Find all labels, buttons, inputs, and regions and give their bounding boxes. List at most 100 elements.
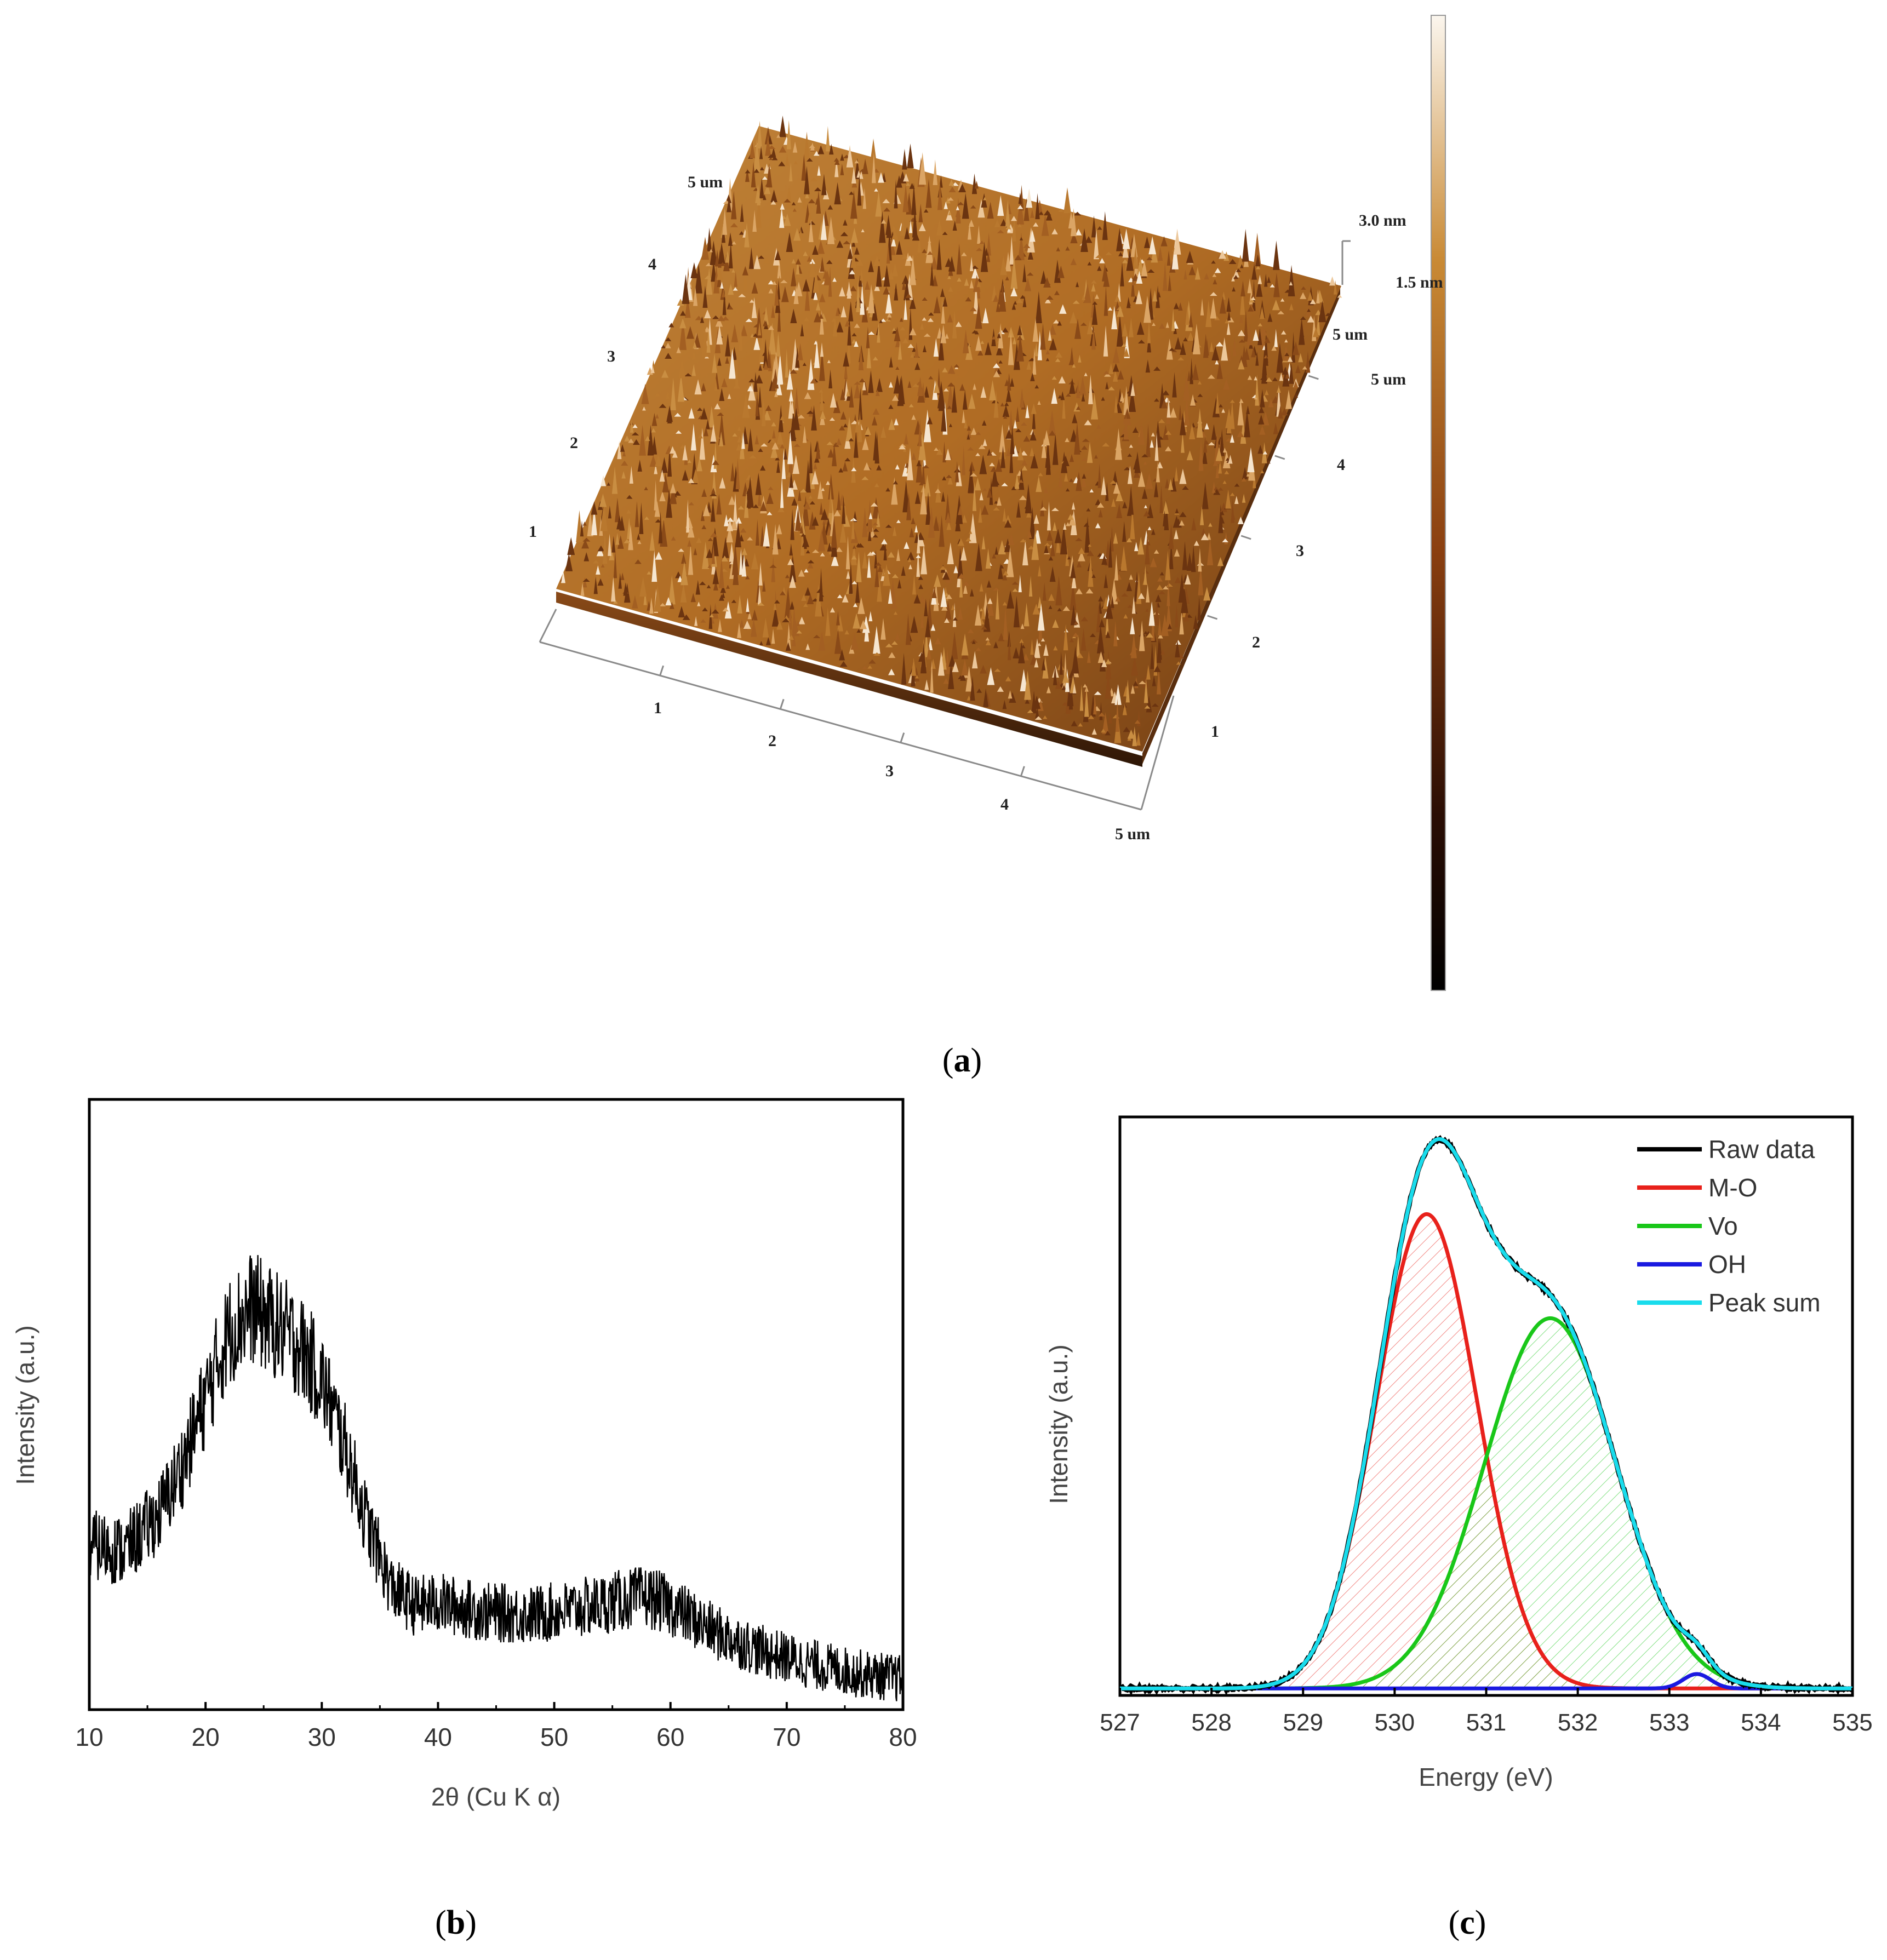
afm-peak <box>935 488 941 494</box>
afm-peak <box>819 313 824 319</box>
afm-peak <box>856 629 861 633</box>
afm-peak <box>936 448 943 455</box>
afm-peak <box>946 474 952 478</box>
afm-peak <box>1150 439 1154 448</box>
afm-peak <box>1006 448 1011 456</box>
afm-peak <box>858 275 862 287</box>
afm-peak <box>967 429 971 438</box>
afm-peak <box>941 400 947 432</box>
afm-peak <box>661 369 669 378</box>
afm-peak <box>722 608 729 612</box>
afm-peak <box>1004 519 1012 528</box>
afm-peak <box>1035 707 1039 719</box>
afm-peak <box>622 450 626 457</box>
afm-peak <box>649 597 654 614</box>
afm-peak <box>654 464 658 474</box>
afm-peak <box>1092 301 1098 305</box>
afm-peak <box>719 477 726 489</box>
afm-peak <box>791 259 796 263</box>
afm-peak <box>816 190 821 214</box>
afm-peak <box>748 382 756 401</box>
afm-peak <box>676 347 681 353</box>
afm-peak <box>1051 228 1058 234</box>
afm-peak <box>1138 340 1145 343</box>
afm-peak <box>1009 442 1014 473</box>
afm-peak <box>918 584 923 589</box>
afm-peak <box>596 565 601 575</box>
afm-peak <box>1028 546 1034 549</box>
afm-peak <box>933 338 939 357</box>
afm-peak <box>1090 393 1099 420</box>
afm-peak <box>1087 261 1092 266</box>
afm-peak <box>968 393 976 409</box>
afm-peak <box>1222 538 1229 542</box>
afm-peak <box>833 400 840 414</box>
afm-peak <box>805 191 809 199</box>
afm-peak <box>911 517 916 524</box>
afm-peak <box>1302 366 1307 370</box>
afm-peak <box>727 393 731 399</box>
afm-peak <box>881 538 888 545</box>
afm-peak <box>888 652 896 658</box>
afm-peak <box>990 467 997 472</box>
afm-peak <box>754 435 759 445</box>
afm-peak <box>958 573 965 579</box>
caption-a: (a) <box>942 1042 982 1079</box>
afm-peak <box>1260 469 1265 474</box>
afm-peak <box>1166 339 1173 360</box>
afm-right-tick-mark <box>1207 615 1218 620</box>
afm-peak <box>629 466 633 484</box>
afm-peak <box>920 595 925 603</box>
afm-peak <box>847 337 851 364</box>
afm-peak <box>630 420 634 433</box>
afm-peak <box>1067 555 1071 560</box>
afm-peak <box>1155 594 1162 602</box>
afm-peak <box>857 174 862 206</box>
afm-peak <box>808 199 816 204</box>
afm-peak <box>902 338 909 343</box>
afm-peak <box>924 386 929 398</box>
afm-peak <box>1017 447 1024 461</box>
afm-peak <box>1122 501 1128 508</box>
afm-peak <box>998 563 1003 580</box>
afm-peak <box>1020 538 1027 542</box>
afm-peak <box>791 497 798 506</box>
afm-right-tick-mark <box>1274 455 1285 460</box>
afm-peak <box>801 154 807 181</box>
afm-peak <box>892 327 896 331</box>
afm-peak <box>1116 503 1123 518</box>
afm-peak <box>996 301 1000 312</box>
afm-peak <box>785 349 789 378</box>
afm-peak <box>870 527 875 538</box>
afm-peak <box>1123 348 1130 357</box>
afm-peak <box>1121 343 1127 347</box>
afm-peak <box>620 444 625 452</box>
afm-peak <box>1103 574 1108 588</box>
afm-peak <box>868 611 873 622</box>
afm-peak <box>891 231 897 240</box>
afm-peak <box>947 542 954 564</box>
afm-peak <box>628 524 633 551</box>
afm-peak <box>845 416 853 442</box>
afm-peak <box>997 496 1002 506</box>
afm-peak <box>817 240 825 254</box>
afm-peak <box>904 227 910 239</box>
afm-peak <box>779 115 786 137</box>
afm-peak <box>1038 472 1043 477</box>
afm-peak <box>1228 259 1237 264</box>
afm-peak <box>693 271 699 276</box>
afm-peak <box>994 500 998 504</box>
afm-peak <box>1193 615 1198 629</box>
afm-peak <box>755 472 762 495</box>
afm-peak <box>1130 617 1135 634</box>
afm-peak <box>982 420 987 426</box>
afm-peak <box>1243 347 1250 360</box>
afm-peak <box>1089 633 1096 638</box>
afm-peak <box>789 575 796 588</box>
afm-peak <box>1040 638 1045 642</box>
xrd-x-axis-label: 2θ (Cu K α) <box>431 1783 561 1811</box>
afm-peak <box>927 416 933 425</box>
afm-peak <box>1152 290 1158 302</box>
afm-peak <box>668 323 674 328</box>
